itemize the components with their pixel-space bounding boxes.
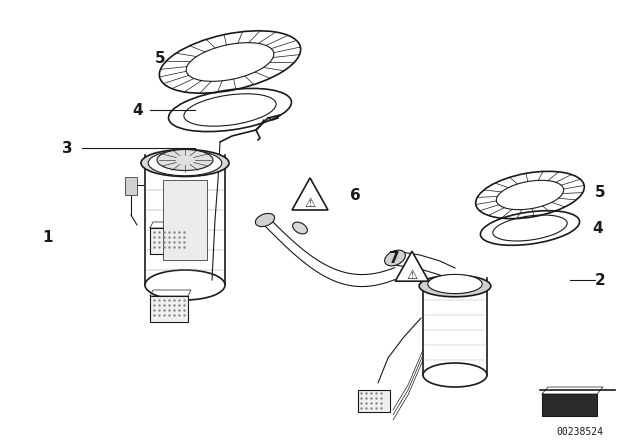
- Ellipse shape: [292, 222, 307, 234]
- Ellipse shape: [145, 270, 225, 300]
- Text: 5: 5: [595, 185, 605, 199]
- FancyBboxPatch shape: [150, 228, 188, 254]
- Ellipse shape: [255, 213, 275, 227]
- Text: ⚠: ⚠: [305, 197, 316, 210]
- Text: 4: 4: [132, 103, 143, 117]
- Text: 4: 4: [593, 220, 604, 236]
- FancyBboxPatch shape: [542, 394, 597, 416]
- Ellipse shape: [157, 150, 213, 171]
- Ellipse shape: [497, 181, 564, 210]
- Text: 1: 1: [43, 229, 53, 245]
- Polygon shape: [292, 178, 328, 210]
- Ellipse shape: [186, 43, 274, 82]
- FancyBboxPatch shape: [125, 177, 137, 195]
- Ellipse shape: [419, 275, 491, 297]
- Ellipse shape: [423, 363, 487, 387]
- FancyBboxPatch shape: [163, 180, 207, 260]
- Text: 00238524: 00238524: [557, 427, 604, 437]
- Text: 6: 6: [349, 188, 360, 202]
- FancyBboxPatch shape: [150, 296, 188, 322]
- Ellipse shape: [148, 150, 222, 176]
- Ellipse shape: [184, 94, 276, 126]
- Text: 2: 2: [595, 272, 605, 288]
- Ellipse shape: [428, 274, 482, 293]
- Ellipse shape: [493, 215, 567, 241]
- Text: ⚠: ⚠: [406, 268, 418, 281]
- Text: 5: 5: [155, 51, 165, 65]
- Text: 7: 7: [388, 250, 399, 266]
- Polygon shape: [396, 251, 429, 281]
- Text: 3: 3: [61, 141, 72, 155]
- Ellipse shape: [385, 250, 405, 266]
- FancyBboxPatch shape: [358, 390, 390, 412]
- Ellipse shape: [141, 150, 229, 177]
